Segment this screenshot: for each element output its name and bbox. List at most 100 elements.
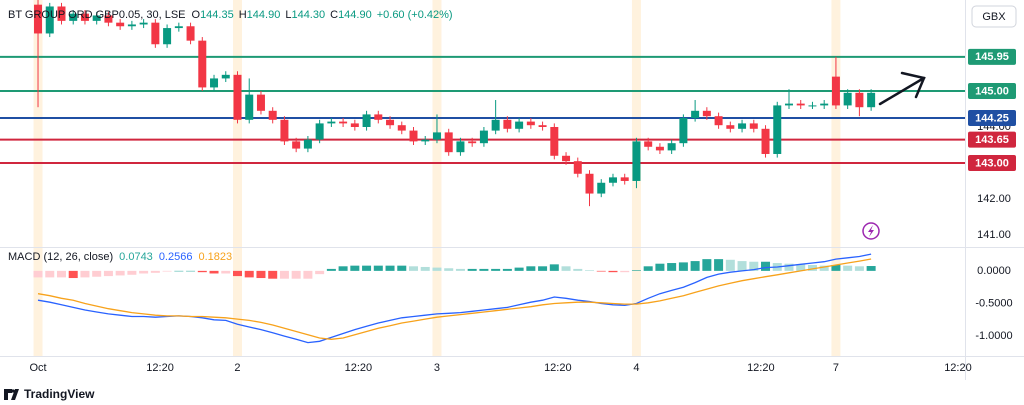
candle-body [608, 177, 617, 183]
y-tick-label: 142.00 [977, 193, 1011, 205]
close-value: 144.90 [338, 9, 372, 21]
brand-name: TradingView [24, 387, 95, 401]
x-tick-label: 3 [434, 362, 440, 374]
x-tick-label: 12:20 [544, 362, 572, 374]
histogram-bar [690, 261, 700, 271]
brand: TradingView [4, 387, 95, 401]
histogram-bar [502, 268, 512, 271]
x-tick-label: 12:20 [345, 362, 373, 374]
macd-tick-label: 0.0000 [977, 265, 1011, 277]
candle-body [233, 74, 242, 120]
candle-body [151, 22, 160, 45]
level-label: 143.65 [975, 134, 1009, 146]
histogram-bar [56, 270, 66, 278]
histogram-value: 0.0743 [119, 251, 153, 263]
histogram-bar [667, 263, 677, 271]
candle-body [292, 141, 301, 149]
session-band [232, 0, 242, 356]
candle-body [515, 121, 524, 129]
alert-icon[interactable] [862, 222, 880, 240]
candle-body [550, 126, 559, 156]
currency-label[interactable]: GBX [982, 11, 1006, 23]
candle-body [186, 26, 195, 41]
candle-body [479, 130, 488, 144]
candle-body [585, 173, 594, 194]
histogram-bar [725, 259, 735, 271]
candle-body [210, 78, 219, 88]
histogram-bar [444, 268, 454, 271]
histogram-bar [186, 270, 196, 272]
currency-button[interactable] [971, 5, 1017, 28]
histogram-bar [819, 265, 829, 271]
level-label: 145.00 [975, 85, 1009, 97]
candle-body [632, 141, 641, 181]
brand-dot [11, 389, 15, 393]
histogram-bar [526, 266, 536, 271]
signal-line [37, 258, 872, 340]
brand-icon [4, 389, 19, 400]
candle-body [339, 121, 348, 124]
histogram-bar [678, 262, 688, 271]
histogram-bar [643, 266, 653, 271]
candle-body [127, 24, 136, 27]
alert-bolt[interactable] [868, 225, 874, 237]
candle-body [702, 110, 711, 117]
candle-body [303, 139, 312, 149]
histogram-bar [174, 270, 184, 272]
arrow-shaft [878, 76, 926, 106]
close-key: C [330, 9, 338, 21]
candle-body [221, 74, 230, 79]
trend-arrow [878, 71, 926, 106]
candle-body [620, 177, 629, 181]
macd-tick-label: -0.5000 [975, 297, 1012, 309]
histogram-bar [831, 265, 841, 271]
histogram-bar [843, 265, 853, 271]
histogram-bar [796, 264, 806, 271]
histogram-bar [256, 270, 266, 279]
x-tick-label: 2 [234, 362, 240, 374]
candle-body [468, 141, 477, 144]
candle-body [784, 103, 793, 106]
candle-body [808, 105, 817, 107]
histogram-bar [232, 270, 242, 277]
level-label-box [968, 110, 1016, 127]
histogram-bar [397, 265, 407, 271]
x-tick-label: 4 [633, 362, 639, 374]
candle-body [362, 114, 371, 127]
x-tick-label: 12:20 [747, 362, 775, 374]
candle-body [256, 94, 265, 111]
candle-body [503, 119, 512, 129]
candle-body [679, 118, 688, 144]
candle-body [280, 119, 289, 142]
histogram-bar [291, 270, 301, 279]
candle-body [116, 22, 125, 27]
candle-body [867, 92, 876, 108]
candle-body [855, 92, 864, 108]
histogram-bar [514, 267, 524, 271]
level-label: 145.95 [975, 51, 1009, 63]
session-band [33, 0, 43, 356]
candle-body [820, 103, 829, 106]
histogram-bar [538, 266, 548, 271]
histogram-bar [784, 263, 794, 271]
histogram-bar [608, 270, 618, 273]
candle-body [526, 121, 535, 126]
y-tick-label: 141.00 [977, 229, 1011, 241]
candle-body [350, 123, 359, 127]
candle-body [34, 4, 43, 34]
histogram-bar [761, 261, 771, 271]
histogram-bar [420, 266, 430, 271]
candle-body [69, 13, 78, 21]
candle-body [432, 132, 441, 140]
histogram-bar [866, 266, 876, 271]
candle-body [245, 94, 254, 120]
candle-body [456, 141, 465, 153]
signal-value: 0.1823 [198, 251, 232, 263]
low-key: L [285, 9, 291, 21]
histogram-bar [455, 268, 465, 271]
candle-body [644, 141, 653, 147]
histogram-bar [631, 270, 641, 271]
level-label-box [968, 131, 1016, 148]
candle-body [831, 76, 840, 106]
